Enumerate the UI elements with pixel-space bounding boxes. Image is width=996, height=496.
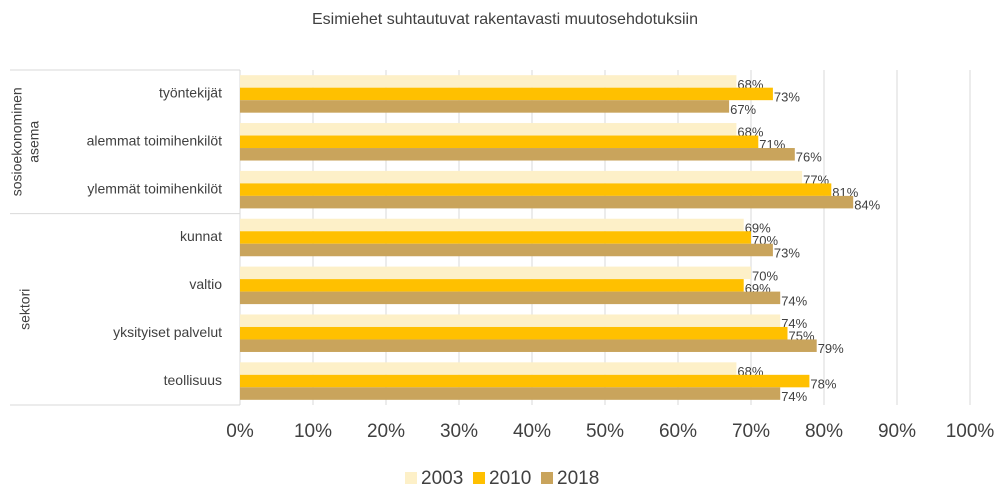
legend-swatch xyxy=(473,472,485,484)
bar xyxy=(240,100,730,113)
value-label: 74% xyxy=(781,389,807,404)
bar xyxy=(240,123,737,136)
bar xyxy=(240,195,854,209)
y-tick-label: työntekijät xyxy=(159,85,222,101)
legend-label: 2010 xyxy=(489,468,531,489)
bar xyxy=(240,314,781,327)
bar xyxy=(240,266,751,280)
x-tick-label: 20% xyxy=(367,421,405,442)
legend-label: 2018 xyxy=(557,468,599,489)
group-label: sektori xyxy=(17,289,33,330)
bar xyxy=(240,75,737,88)
bar xyxy=(240,374,810,388)
x-tick-label: 100% xyxy=(946,421,995,442)
bar xyxy=(240,170,803,184)
legend-swatch xyxy=(541,472,553,484)
x-tick-label: 70% xyxy=(732,421,770,442)
bar xyxy=(240,362,737,375)
value-label: 73% xyxy=(774,89,800,104)
value-label: 69% xyxy=(745,220,771,235)
bar xyxy=(240,387,781,400)
y-tick-label: kunnat xyxy=(180,228,222,244)
bar xyxy=(240,183,832,196)
y-tick-label: ylemmät toimihenkilöt xyxy=(87,180,222,196)
x-tick-label: 0% xyxy=(226,421,254,442)
value-label: 74% xyxy=(781,316,807,331)
bar xyxy=(240,148,795,161)
bar xyxy=(240,218,744,232)
legend-label: 2003 xyxy=(421,468,463,489)
x-tick-label: 80% xyxy=(805,421,843,442)
x-tick-label: 60% xyxy=(659,421,697,442)
bar xyxy=(240,87,773,101)
bar xyxy=(240,326,788,340)
value-label: 70% xyxy=(752,268,778,283)
x-tick-label: 40% xyxy=(513,421,551,442)
value-label: 84% xyxy=(854,198,880,213)
legend-swatch xyxy=(405,472,417,484)
value-label: 74% xyxy=(781,293,807,308)
value-label: 73% xyxy=(774,245,800,260)
y-tick-label: alemmat toimihenkilöt xyxy=(87,132,222,148)
bar xyxy=(240,243,773,257)
bar xyxy=(240,231,751,244)
x-tick-label: 10% xyxy=(294,421,332,442)
group-label: sosioekonominenasema xyxy=(8,87,41,196)
value-label: 67% xyxy=(730,102,756,117)
bar xyxy=(240,339,817,352)
x-tick-label: 30% xyxy=(440,421,478,442)
value-label: 78% xyxy=(810,377,836,392)
chart-title: Esimiehet suhtautuvat rakentavasti muuto… xyxy=(312,11,698,28)
x-tick-label: 50% xyxy=(586,421,624,442)
bar xyxy=(240,279,744,292)
y-tick-label: yksityiset palvelut xyxy=(113,324,222,340)
bar xyxy=(240,291,781,305)
value-label: 79% xyxy=(818,341,844,356)
y-tick-label: valtio xyxy=(189,276,222,292)
bar xyxy=(240,135,759,149)
value-label: 76% xyxy=(796,150,822,165)
y-tick-label: teollisuus xyxy=(164,372,222,388)
x-tick-label: 90% xyxy=(878,421,916,442)
